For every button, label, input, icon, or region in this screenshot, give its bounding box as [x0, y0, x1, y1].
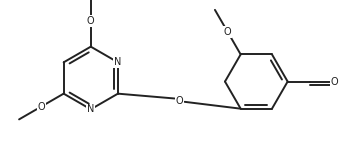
Text: O: O	[38, 101, 45, 112]
Text: N: N	[114, 57, 122, 67]
Text: O: O	[224, 27, 232, 37]
Text: O: O	[330, 77, 338, 87]
Text: O: O	[87, 16, 95, 26]
Text: N: N	[87, 104, 94, 114]
Text: O: O	[176, 96, 183, 106]
